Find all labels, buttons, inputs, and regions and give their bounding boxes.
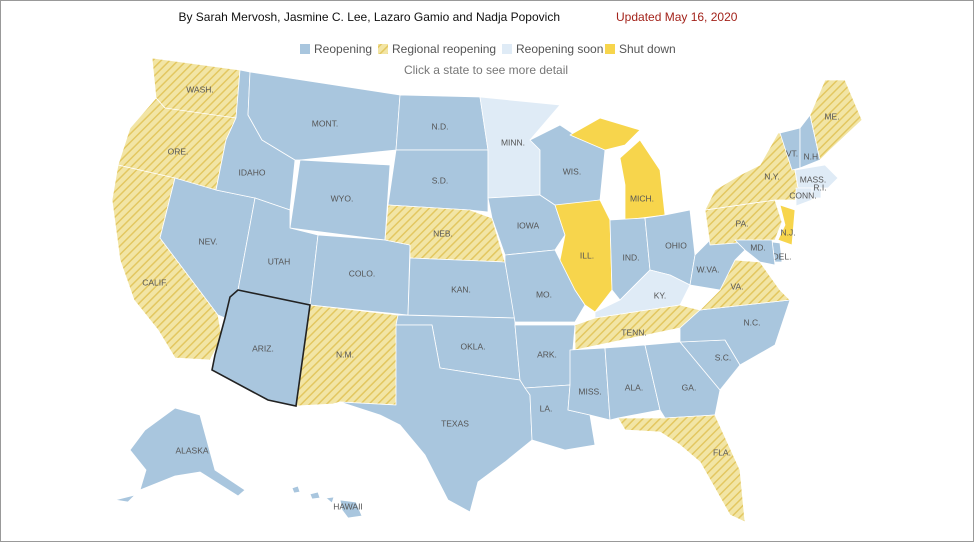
state-shape[interactable] [777, 204, 796, 246]
state-shape[interactable] [387, 149, 489, 213]
legend-swatch [605, 44, 615, 54]
state-shape[interactable] [114, 494, 136, 503]
state-shape[interactable] [617, 414, 746, 523]
state[interactable] [794, 164, 839, 189]
state[interactable] [309, 234, 411, 316]
state[interactable] [617, 414, 746, 523]
state-shape[interactable] [407, 257, 516, 319]
legend-swatch [502, 44, 512, 54]
state-shape[interactable] [339, 324, 533, 513]
state-shape[interactable] [309, 234, 411, 316]
state[interactable] [567, 347, 611, 421]
state[interactable] [114, 407, 246, 503]
state-shape[interactable] [291, 485, 301, 494]
state[interactable] [554, 199, 613, 313]
state-shape[interactable] [129, 407, 246, 497]
legend-swatch [300, 44, 310, 54]
state[interactable] [387, 149, 489, 213]
state[interactable] [291, 485, 363, 519]
updated-date: Updated May 16, 2020 [616, 10, 738, 24]
state[interactable] [569, 117, 666, 221]
state-shape[interactable] [619, 139, 666, 221]
legend-label: Reopening [314, 42, 372, 56]
state[interactable] [811, 187, 822, 199]
state-shape[interactable] [569, 117, 641, 151]
legend-label: Shut down [619, 42, 676, 56]
state[interactable] [407, 257, 516, 319]
state-shape[interactable] [811, 187, 822, 199]
state-shape[interactable] [295, 304, 399, 407]
state[interactable] [777, 204, 796, 246]
legend-label: Regional reopening [392, 42, 496, 56]
state[interactable] [395, 94, 489, 151]
us-map: WASH.ORE.CALIF.NEV.IDAHOMONT.WYO.UTAHARI… [111, 57, 863, 523]
state-shape[interactable] [734, 239, 776, 266]
state[interactable] [795, 187, 813, 207]
state[interactable] [295, 304, 399, 407]
state-shape[interactable] [567, 347, 611, 421]
instruction: Click a state to see more detail [404, 63, 568, 77]
state-shape[interactable] [795, 187, 813, 207]
state[interactable] [604, 344, 661, 421]
state-shape[interactable] [289, 159, 391, 241]
state-shape[interactable] [554, 199, 613, 313]
state[interactable] [339, 324, 533, 513]
legend: Reopening Regional reopening Reopening soo… [300, 42, 676, 56]
legend-swatch [378, 44, 388, 54]
state-shape[interactable] [325, 496, 335, 504]
selected-outline [211, 289, 311, 407]
state-shape[interactable] [809, 79, 863, 161]
legend-label: Reopening soon [516, 42, 603, 56]
state[interactable] [809, 79, 863, 161]
state[interactable] [289, 159, 391, 241]
state-shape[interactable] [604, 344, 661, 421]
state-shape[interactable] [514, 324, 576, 389]
state-shape[interactable] [794, 164, 839, 189]
state-shape[interactable] [395, 94, 489, 151]
state-shape[interactable] [339, 499, 363, 519]
state[interactable] [734, 239, 776, 266]
byline: By Sarah Mervosh, Jasmine C. Lee, Lazaro… [178, 10, 560, 24]
state-shape[interactable] [309, 491, 321, 500]
state[interactable] [514, 324, 576, 389]
